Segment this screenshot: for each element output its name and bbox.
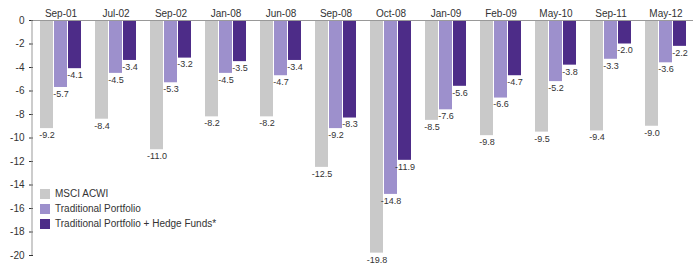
svg-text:-7.6: -7.6	[438, 111, 454, 121]
html-text:Traditional Portfolio: Traditional Portfolio	[55, 203, 141, 214]
svg-text:-8.3: -8.3	[342, 119, 358, 129]
svg-text:-5.6: -5.6	[452, 88, 468, 98]
svg-text:-4.7: -4.7	[507, 77, 523, 87]
svg-text:-6: -6	[16, 85, 25, 96]
svg-text:Jan-08: Jan-08	[211, 8, 242, 19]
svg-text:Sep-11: Sep-11	[595, 8, 627, 19]
svg-text:-4.5: -4.5	[218, 75, 234, 85]
svg-text:-11.9: -11.9	[395, 162, 415, 172]
svg-text:-5.7: -5.7	[53, 89, 69, 99]
svg-text:-9.2: -9.2	[328, 130, 344, 140]
svg-text:-16: -16	[10, 203, 25, 214]
svg-text:-3.2: -3.2	[177, 59, 193, 69]
svg-text:Jan-09: Jan-09	[431, 8, 462, 19]
svg-text:-3.8: -3.8	[562, 67, 578, 77]
svg-text:-4.1: -4.1	[67, 70, 83, 80]
svg-text:-3.4: -3.4	[287, 62, 303, 72]
svg-text:-9.4: -9.4	[589, 132, 605, 142]
svg-text:Sep-01: Sep-01	[45, 8, 78, 19]
svg-text:-3.3: -3.3	[603, 61, 619, 71]
svg-text:-4.7: -4.7	[273, 77, 289, 87]
svg-text:-12: -12	[10, 156, 25, 167]
svg-text:-8.2: -8.2	[204, 118, 220, 128]
svg-text:-3.6: -3.6	[658, 64, 674, 74]
svg-text:-8.2: -8.2	[259, 118, 275, 128]
svg-text:-9.0: -9.0	[644, 128, 660, 138]
svg-text:-4.5: -4.5	[108, 75, 124, 85]
svg-text:-20: -20	[10, 250, 25, 261]
svg-text:-3.4: -3.4	[122, 62, 138, 72]
svg-text:-19.8: -19.8	[367, 255, 388, 265]
svg-text:Jul-02: Jul-02	[102, 8, 130, 19]
svg-text:Feb-09: Feb-09	[485, 8, 517, 19]
svg-text:-2: -2	[16, 38, 25, 49]
svg-text:-11.0: -11.0	[147, 151, 167, 161]
svg-text:-14.8: -14.8	[381, 196, 402, 206]
svg-text:-2.2: -2.2	[672, 48, 688, 58]
svg-text:-8.4: -8.4	[94, 121, 110, 131]
svg-text:Sep-08: Sep-08	[320, 8, 353, 19]
svg-text:-5.2: -5.2	[548, 83, 564, 93]
svg-text:-6.6: -6.6	[493, 99, 509, 109]
svg-text:-9.2: -9.2	[39, 130, 55, 140]
svg-text:-4: -4	[16, 62, 25, 73]
svg-text:Jun-08: Jun-08	[266, 8, 297, 19]
svg-text:Sep-02: Sep-02	[155, 8, 188, 19]
html-text:MSCI ACWI: MSCI ACWI	[55, 188, 109, 199]
html-text:Traditional Portfolio + Hedge: Traditional Portfolio + Hedge Funds*	[55, 218, 217, 229]
svg-text:Oct-08: Oct-08	[376, 8, 406, 19]
svg-text:-9.5: -9.5	[534, 134, 550, 144]
svg-text:-8: -8	[16, 109, 25, 120]
svg-text:-2.0: -2.0	[617, 45, 633, 55]
svg-text:-12.5: -12.5	[312, 169, 333, 179]
svg-text:-14: -14	[10, 179, 25, 190]
svg-text:-9.8: -9.8	[479, 137, 495, 147]
svg-text:-3.5: -3.5	[232, 63, 248, 73]
svg-text:-5.3: -5.3	[163, 84, 179, 94]
svg-text:May-12: May-12	[649, 8, 683, 19]
svg-text:-10: -10	[10, 132, 25, 143]
svg-text:0: 0	[19, 15, 25, 26]
svg-text:-8.5: -8.5	[424, 122, 440, 132]
svg-text:May-10: May-10	[539, 8, 573, 19]
svg-text:-18: -18	[10, 226, 25, 237]
